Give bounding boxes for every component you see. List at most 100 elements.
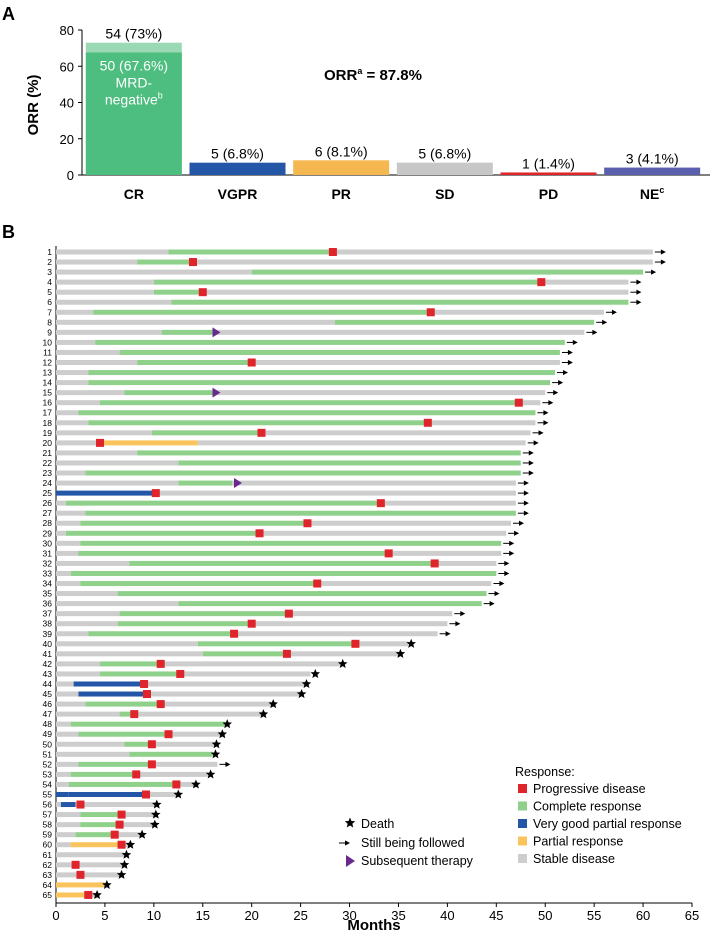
- patient-id-label: 26: [43, 498, 53, 508]
- progression-marker: [151, 489, 160, 498]
- progression-marker: [142, 690, 151, 699]
- follow-arrow-head: [514, 530, 520, 536]
- swim-seg-sd: [192, 259, 653, 265]
- swim-seg-sd: [251, 621, 448, 627]
- progression-marker: [255, 529, 264, 538]
- patient-id-label: 45: [43, 689, 53, 699]
- swim-seg-sd: [202, 289, 629, 295]
- swim-seg-sd: [56, 400, 101, 406]
- patient-id-label: 38: [43, 619, 53, 629]
- subsequent-therapy-marker: [212, 327, 221, 338]
- swim-seg-sd: [56, 360, 138, 366]
- follow-arrow-head: [558, 380, 564, 386]
- patient-id-label: 6: [47, 297, 52, 307]
- death-marker: [217, 729, 228, 739]
- patient-id-label: 62: [43, 860, 53, 870]
- patient-id-label: 8: [47, 317, 52, 327]
- swim-seg-pr: [100, 440, 198, 446]
- progression-marker: [117, 840, 126, 849]
- patient-row: 17: [43, 408, 549, 418]
- swim-seg-cr: [85, 510, 516, 516]
- follow-arrow-head: [455, 621, 461, 627]
- death-marker: [191, 779, 201, 789]
- swim-seg-sd: [176, 781, 198, 787]
- swim-seg-sd: [56, 751, 130, 757]
- follow-arrow-head: [460, 611, 466, 617]
- patient-row: 13: [43, 368, 569, 378]
- patient-row: 23: [43, 468, 534, 478]
- swim-seg-sd: [232, 631, 438, 637]
- y-tick-label: 80: [60, 23, 74, 38]
- legend-swatch: [518, 801, 527, 811]
- follow-arrow-head: [509, 550, 515, 556]
- swim-seg-sd: [285, 651, 399, 657]
- progression-marker: [247, 358, 256, 367]
- swim-seg-vgpr: [56, 791, 69, 797]
- swim-seg-sd: [56, 460, 179, 466]
- swim-seg-sd: [56, 530, 66, 536]
- swim-seg-cr: [80, 812, 120, 818]
- patient-row: 7: [47, 307, 617, 317]
- patient-id-label: 18: [43, 418, 53, 428]
- swim-seg-sd: [56, 611, 120, 617]
- patient-id-label: 29: [43, 528, 53, 538]
- patient-row: 18: [43, 418, 549, 428]
- patient-id-label: 32: [43, 558, 53, 568]
- patient-row: 46: [43, 699, 278, 709]
- patient-id-label: 9: [47, 327, 52, 337]
- patient-row: 28: [43, 518, 524, 528]
- swim-seg-sd: [56, 842, 71, 848]
- progression-marker: [303, 519, 312, 528]
- death-marker: [102, 879, 112, 889]
- swim-seg-cr: [100, 671, 179, 677]
- y-tick-label: 0: [67, 168, 74, 183]
- swim-seg-sd: [151, 761, 218, 767]
- progression-marker: [172, 780, 181, 789]
- swim-seg-cr: [202, 651, 286, 657]
- swim-seg-sd: [56, 671, 101, 677]
- patient-row: 37: [43, 609, 466, 619]
- swim-seg-cr: [65, 500, 379, 506]
- death-marker: [205, 769, 216, 779]
- swim-seg-sd: [212, 329, 585, 335]
- swim-seg-sd: [56, 550, 79, 556]
- swim-seg-cr: [80, 581, 316, 587]
- patient-row: 49: [43, 729, 228, 739]
- swim-seg-sd: [144, 691, 301, 697]
- swim-seg-sd: [168, 731, 221, 737]
- swim-seg-sd: [56, 822, 81, 828]
- patient-id-label: 20: [43, 438, 53, 448]
- swim-seg-sd: [56, 540, 81, 546]
- swim-seg-sd: [134, 771, 208, 777]
- patient-id-label: 56: [43, 800, 53, 810]
- subsequent-therapy-marker: [212, 387, 221, 398]
- x-tick-label: 35: [391, 908, 405, 923]
- swim-seg-sd: [251, 360, 560, 366]
- swim-seg-cr: [80, 822, 120, 828]
- patient-id-label: 3: [47, 267, 52, 277]
- swim-seg-cr: [95, 339, 565, 345]
- swim-seg-cr: [78, 550, 389, 556]
- bar-cr-mrd-label: MRD-: [116, 74, 153, 90]
- bar-value-label: 5 (6.8%): [211, 146, 264, 162]
- patient-id-label: 7: [47, 307, 52, 317]
- swim-seg-cr: [129, 560, 433, 566]
- swim-seg-sd: [56, 761, 79, 767]
- swim-seg-sd: [158, 701, 272, 707]
- patient-row: 51: [43, 749, 221, 759]
- y-tick-label: 40: [60, 96, 74, 111]
- swim-seg-pr: [56, 882, 105, 888]
- death-marker: [125, 839, 136, 849]
- x-tick-label: 55: [587, 908, 601, 923]
- panel-a-y-axis-title: ORR (%): [25, 75, 42, 136]
- progression-marker: [351, 639, 360, 648]
- death-marker: [344, 817, 356, 828]
- follow-arrow-head: [567, 359, 573, 366]
- patient-id-label: 2: [47, 257, 52, 267]
- progression-marker: [156, 659, 165, 668]
- swim-seg-cr: [178, 480, 233, 486]
- patient-id-label: 44: [43, 679, 53, 689]
- swim-seg-sd: [56, 450, 138, 456]
- follow-arrow-head: [543, 410, 549, 416]
- death-marker: [406, 638, 416, 648]
